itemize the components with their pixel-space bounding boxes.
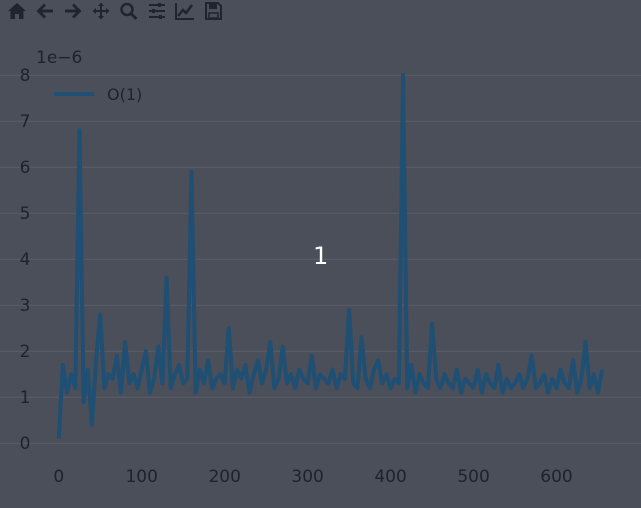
configure-subplots-button[interactable]	[146, 1, 168, 21]
y-tick-label: 7	[20, 112, 31, 132]
save-button[interactable]	[202, 1, 224, 21]
home-icon	[8, 3, 26, 19]
home-button[interactable]	[6, 1, 28, 21]
save-icon	[205, 2, 222, 20]
back-button[interactable]	[34, 1, 56, 21]
y-tick-label: 1	[20, 388, 31, 408]
x-tick-label: 600	[540, 467, 572, 487]
x-tick-label: 400	[374, 467, 406, 487]
x-tick-label: 500	[457, 467, 489, 487]
edit-axis-button[interactable]	[174, 1, 196, 21]
y-tick-label: 5	[20, 204, 31, 224]
x-tick-label: 300	[291, 467, 323, 487]
plot-toolbar	[0, 0, 641, 22]
y-tick-label: 4	[20, 250, 31, 270]
x-tick-label: 200	[208, 467, 240, 487]
x-tick-label: 0	[53, 467, 64, 487]
y-tick-labels: 0 1 2 3 4 5 6 7 8	[20, 66, 31, 454]
y-tick-label: 3	[20, 296, 31, 316]
grid-lines	[0, 74, 641, 444]
pan-icon	[92, 2, 110, 20]
configure-subplots-icon	[149, 3, 165, 19]
back-icon	[36, 3, 53, 19]
legend-label: O(1)	[107, 85, 142, 104]
forward-icon	[65, 3, 82, 19]
zoom-button[interactable]	[118, 1, 140, 21]
y-tick-label: 6	[20, 158, 31, 178]
forward-button[interactable]	[62, 1, 84, 21]
y-offset-text: 1e−6	[36, 48, 82, 68]
x-tick-labels: 0 100 200 300 400 500 600	[53, 467, 572, 487]
edit-axis-icon	[175, 3, 194, 20]
legend: O(1)	[54, 85, 142, 104]
zoom-icon	[120, 2, 138, 20]
y-tick-label: 0	[20, 434, 31, 454]
pan-button[interactable]	[90, 1, 112, 21]
y-tick-label: 8	[20, 66, 31, 86]
x-tick-label: 100	[125, 467, 157, 487]
overlay-label: 1	[313, 242, 328, 270]
series-line-o1	[56, 73, 605, 439]
y-tick-label: 2	[20, 342, 31, 362]
